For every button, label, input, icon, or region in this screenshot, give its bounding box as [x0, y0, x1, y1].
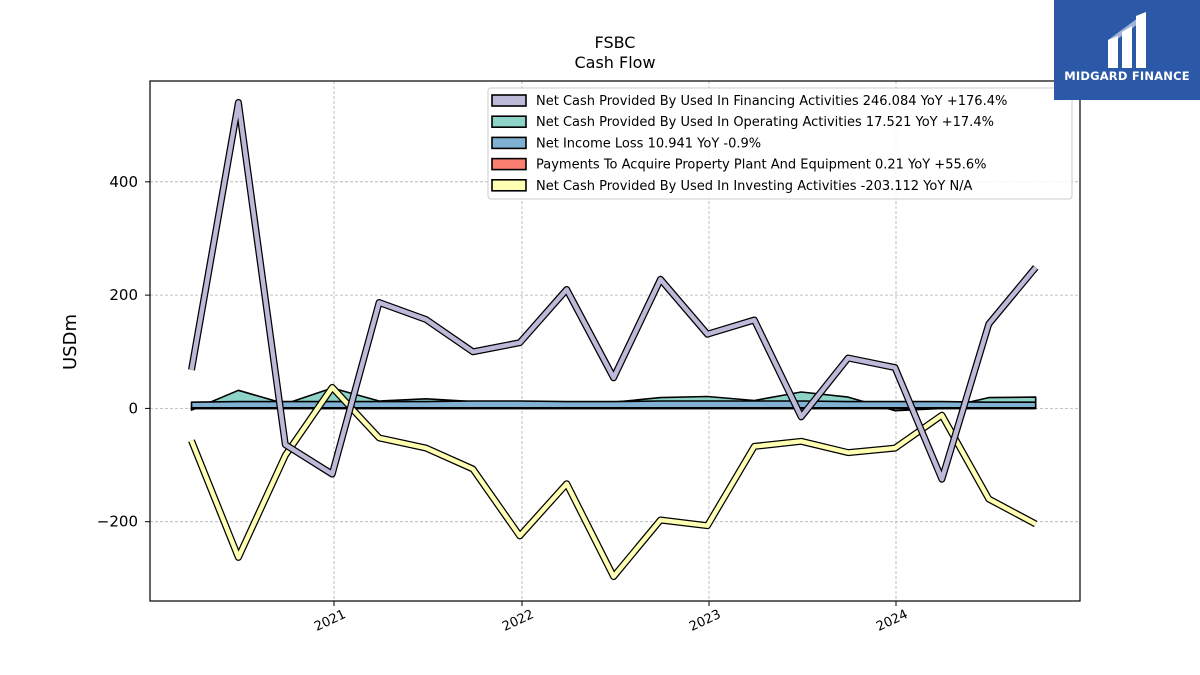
legend-label: Net Income Loss 10.941 YoY -0.9% — [536, 136, 761, 151]
y-axis-ticks: 400 200 0 −200 — [97, 173, 150, 531]
legend-swatch — [491, 136, 527, 150]
logo-text: MIDGARD FINANCE — [1064, 69, 1190, 83]
y-tick-label: 200 — [109, 286, 138, 304]
x-tick-label: 2023 — [687, 607, 723, 635]
legend-label: Net Cash Provided By Used In Financing A… — [536, 94, 1007, 109]
legend-swatch — [491, 157, 527, 171]
x-tick-label: 2022 — [500, 607, 536, 635]
x-tick-label: 2021 — [312, 607, 348, 635]
line-net-cash-provided-by-used-in-investing-activities — [189, 385, 1037, 579]
legend-label: Net Cash Provided By Used In Operating A… — [536, 115, 994, 130]
line-series — [188, 99, 1039, 581]
line-net-cash-provided-by-used-in-financing-activities — [189, 100, 1038, 482]
x-axis-ticks: 2021 2022 2023 2024 — [312, 601, 910, 635]
legend-label: Net Cash Provided By Used In Investing A… — [536, 179, 973, 194]
logo-mark-icon — [1108, 12, 1146, 68]
x-tick-label: 2024 — [874, 607, 910, 635]
plot-frame — [149, 80, 1081, 602]
legend: Net Cash Provided By Used In Financing A… — [487, 87, 1073, 200]
chart-title: FSBC — [595, 33, 636, 52]
line-outline-net-cash-provided-by-used-in-investing-activities — [188, 383, 1038, 581]
legend-swatch — [491, 115, 527, 128]
y-tick-label: 400 — [109, 173, 138, 191]
y-tick-label: 0 — [128, 399, 138, 417]
chart-subtitle: Cash Flow — [574, 53, 655, 72]
legend-swatch — [491, 94, 527, 107]
legend-label: Payments To Acquire Property Plant And E… — [536, 158, 987, 173]
brand-logo: MIDGARD FINANCE — [1054, 0, 1200, 100]
legend-box — [487, 87, 1073, 200]
y-axis-label: USDm — [60, 314, 81, 370]
y-tick-label: −200 — [97, 513, 138, 531]
legend-swatch — [491, 179, 527, 192]
